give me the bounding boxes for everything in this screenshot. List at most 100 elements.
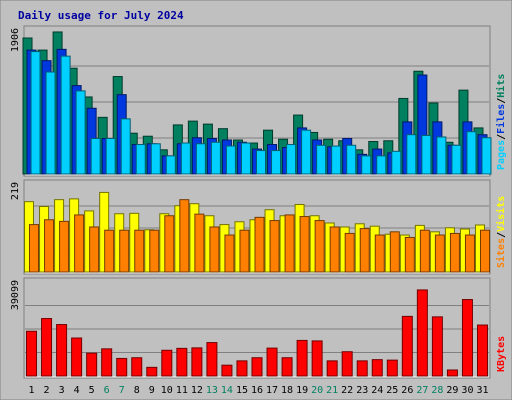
legend-label: KBytes: [496, 336, 507, 372]
bar-pages-day-16: [256, 150, 266, 175]
bar-kbytes-day-27: [416, 289, 428, 377]
bar-kbytes-day-10: [161, 349, 173, 377]
bar-sites-day-4: [74, 214, 85, 273]
x-tick-label: 16: [251, 385, 263, 396]
bar-pages-day-17: [271, 150, 282, 175]
bar-sites-day-30: [464, 234, 475, 273]
bar-pages-day-29: [451, 144, 462, 175]
legend-label: /: [496, 134, 507, 140]
x-tick-label: 24: [371, 385, 383, 396]
x-tick-label: 2: [44, 385, 50, 396]
x-tick-label: 25: [386, 385, 398, 396]
bar-sites-day-16: [254, 216, 265, 273]
bar-pages-day-10: [165, 155, 176, 175]
bar-kbytes-day-14: [221, 364, 233, 377]
bar-sites-day-26: [404, 236, 415, 273]
legend-label: Files: [495, 104, 507, 134]
bar-kbytes-day-30: [461, 299, 473, 377]
bar-kbytes-day-23: [356, 360, 368, 377]
bar-pages-day-4: [75, 90, 86, 175]
bar-sites-day-27: [419, 229, 430, 273]
bar-kbytes-day-3: [56, 324, 68, 377]
bar-pages-day-21: [331, 145, 342, 175]
x-tick-label: 27: [416, 385, 428, 396]
bar-sites-day-18: [284, 214, 295, 273]
series-legend: Sites/Visits: [495, 196, 507, 268]
bar-sites-day-9: [149, 229, 160, 273]
bar-kbytes-day-28: [431, 316, 443, 377]
bar-sites-day-17: [269, 220, 280, 273]
bar-sites-day-12: [194, 213, 205, 273]
legend-label: /: [496, 232, 507, 238]
bar-kbytes-day-20: [311, 340, 323, 377]
bar-kbytes-day-16: [251, 357, 263, 377]
bar-pages-day-27: [421, 134, 432, 175]
bar-kbytes-day-31: [476, 324, 488, 377]
bar-kbytes-day-6: [101, 348, 113, 377]
bar-pages-day-11: [180, 142, 191, 175]
bar-pages-day-8: [135, 144, 146, 175]
x-tick-label: 14: [221, 385, 233, 396]
x-tick-label: 11: [176, 385, 188, 396]
legend-label: Pages: [496, 140, 507, 170]
bar-sites-day-31: [479, 229, 490, 273]
x-tick-label: 29: [446, 385, 458, 396]
x-tick-label: 10: [161, 385, 173, 396]
y-max-label: 219: [10, 182, 21, 200]
x-tick-label: 13: [206, 385, 218, 396]
bar-sites-day-3: [59, 220, 70, 273]
bar-kbytes-day-21: [326, 360, 338, 377]
x-tick-label: 8: [134, 385, 140, 396]
bar-sites-day-28: [434, 234, 445, 273]
bar-sites-day-29: [449, 232, 460, 273]
bar-sites-day-7: [119, 229, 130, 273]
x-tick-label: 9: [149, 385, 155, 396]
x-tick-label: 15: [236, 385, 248, 396]
bar-kbytes-day-12: [191, 347, 203, 377]
bar-pages-day-2: [45, 71, 56, 175]
x-tick-label: 18: [281, 385, 293, 396]
bar-pages-day-12: [195, 143, 206, 175]
x-tick-label: 22: [341, 385, 353, 396]
x-tick-label: 1: [29, 385, 35, 396]
bar-kbytes-day-26: [401, 315, 413, 377]
bar-pages-day-19: [301, 129, 312, 175]
x-tick-label: 28: [431, 385, 443, 396]
bar-pages-day-7: [120, 118, 131, 175]
bar-sites-day-13: [209, 226, 220, 273]
bar-sites-day-19: [299, 216, 310, 273]
y-max-label: 39099: [10, 280, 21, 310]
bar-sites-day-8: [134, 229, 145, 273]
legend-label: Sites: [495, 238, 507, 268]
bar-pages-day-25: [391, 150, 402, 175]
bar-kbytes-day-1: [26, 330, 38, 377]
x-tick-label: 7: [119, 385, 125, 396]
bar-kbytes-day-13: [206, 342, 218, 377]
bar-pages-day-23: [361, 155, 372, 175]
bar-pages-day-15: [240, 142, 251, 175]
bar-sites-day-21: [329, 226, 340, 273]
x-tick-label: 4: [74, 385, 80, 396]
x-tick-label: 31: [476, 385, 488, 396]
bar-kbytes-day-2: [41, 318, 53, 377]
bar-kbytes-day-4: [71, 337, 83, 377]
series-legend: KBytes: [496, 336, 507, 372]
bar-kbytes-day-15: [236, 360, 248, 377]
bar-kbytes-day-11: [176, 347, 188, 377]
bar-sites-day-22: [344, 232, 355, 273]
bar-kbytes-day-22: [341, 351, 353, 377]
x-tick-label: 19: [296, 385, 308, 396]
bar-kbytes-day-8: [131, 357, 143, 377]
bar-sites-day-23: [359, 228, 370, 273]
bar-pages-day-5: [90, 137, 101, 175]
bar-kbytes-day-25: [386, 359, 398, 377]
bar-pages-day-30: [466, 131, 477, 175]
bar-pages-day-31: [481, 137, 492, 175]
bar-pages-day-1: [30, 51, 41, 175]
x-tick-label: 6: [104, 385, 110, 396]
bar-kbytes-day-19: [296, 339, 308, 377]
